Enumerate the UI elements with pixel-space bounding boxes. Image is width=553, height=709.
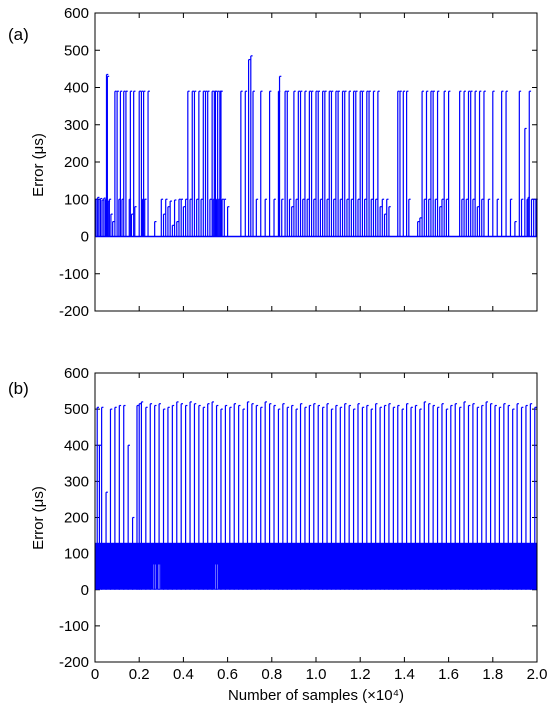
y-tick-label: 0 [81, 582, 89, 599]
x-tick-label: 1.0 [306, 666, 327, 683]
panel-b-x-axis-label: Number of samples (×10⁴) [228, 687, 404, 704]
x-tick-label: 0.4 [173, 666, 194, 683]
x-tick-label: 1.6 [438, 666, 459, 683]
y-tick-label: 600 [64, 365, 89, 382]
y-tick-label: 200 [64, 510, 89, 527]
panel-b-y-axis-label: Error (μs) [30, 486, 47, 550]
panel-a-plot-area [95, 55, 538, 238]
y-tick-label: 0 [81, 229, 89, 246]
x-tick-label: 1.4 [394, 666, 415, 683]
y-tick-label: -100 [59, 618, 89, 635]
panel-a-label: (a) [8, 25, 29, 44]
panel-a-axes-frame [94, 12, 538, 312]
y-tick-label: -200 [59, 303, 89, 320]
y-tick-label: -200 [59, 654, 89, 671]
y-tick-label: 400 [64, 437, 89, 454]
x-tick-label: 1.8 [482, 666, 503, 683]
panel-b-y-tick-labels: 600 500 400 300 200 100 0 -100 -200 [59, 365, 538, 671]
y-tick-label: 100 [64, 191, 89, 208]
y-tick-label: 500 [64, 42, 89, 59]
x-tick-label: 1.2 [350, 666, 371, 683]
panel-b-axes-frame [94, 372, 538, 663]
y-tick-label: -100 [59, 266, 89, 283]
x-tick-label: 0.2 [129, 666, 150, 683]
panel-a: (a) Error (μs) 600 500 400 300 200 100 0 -100 -2… [8, 5, 538, 320]
x-tick-label: 2.0 [527, 666, 548, 683]
y-tick-label: 500 [64, 401, 89, 418]
panel-b-plot-area [95, 401, 537, 590]
y-tick-label: 300 [64, 117, 89, 134]
y-tick-label: 600 [64, 5, 89, 22]
panel-a-y-axis-label: Error (μs) [30, 133, 47, 197]
x-tick-label: 0.8 [261, 666, 282, 683]
panel-b-x-tick-labels: 0 0.2 0.4 0.6 0.8 1.0 1.2 1.4 1.6 1.8 2.0 [91, 666, 548, 683]
x-tick-label: 0.6 [217, 666, 238, 683]
y-tick-label: 100 [64, 546, 89, 563]
noise-band [95, 542, 537, 590]
y-tick-label: 400 [64, 80, 89, 97]
y-tick-label: 200 [64, 154, 89, 171]
y-tick-label: 300 [64, 473, 89, 490]
panel-b-label: (b) [8, 379, 29, 398]
panel-b: (b) Error (μs) 600 500 400 300 200 100 0 -100 -2… [8, 365, 547, 704]
x-tick-label: 0 [91, 666, 99, 683]
